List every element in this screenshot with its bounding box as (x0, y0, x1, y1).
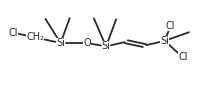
Text: CH₂: CH₂ (26, 32, 44, 42)
Text: Cl: Cl (8, 28, 18, 38)
Text: Si: Si (160, 36, 169, 46)
Text: Si: Si (56, 38, 65, 48)
Text: Si: Si (102, 41, 110, 51)
Text: Cl: Cl (166, 21, 176, 31)
Text: O: O (83, 38, 91, 48)
Text: Cl: Cl (178, 52, 188, 62)
